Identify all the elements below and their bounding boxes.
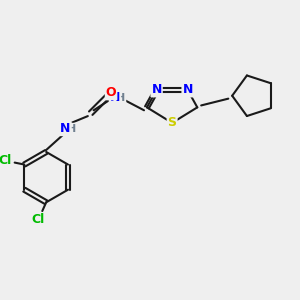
- Text: N: N: [110, 91, 120, 104]
- Text: Cl: Cl: [32, 213, 45, 226]
- Text: H: H: [116, 93, 125, 103]
- Text: Cl: Cl: [0, 154, 12, 167]
- Text: N: N: [182, 83, 193, 96]
- Text: S: S: [168, 116, 177, 129]
- Text: H: H: [67, 124, 76, 134]
- Text: N: N: [152, 83, 162, 96]
- Text: N: N: [60, 122, 71, 135]
- Text: O: O: [106, 86, 116, 99]
